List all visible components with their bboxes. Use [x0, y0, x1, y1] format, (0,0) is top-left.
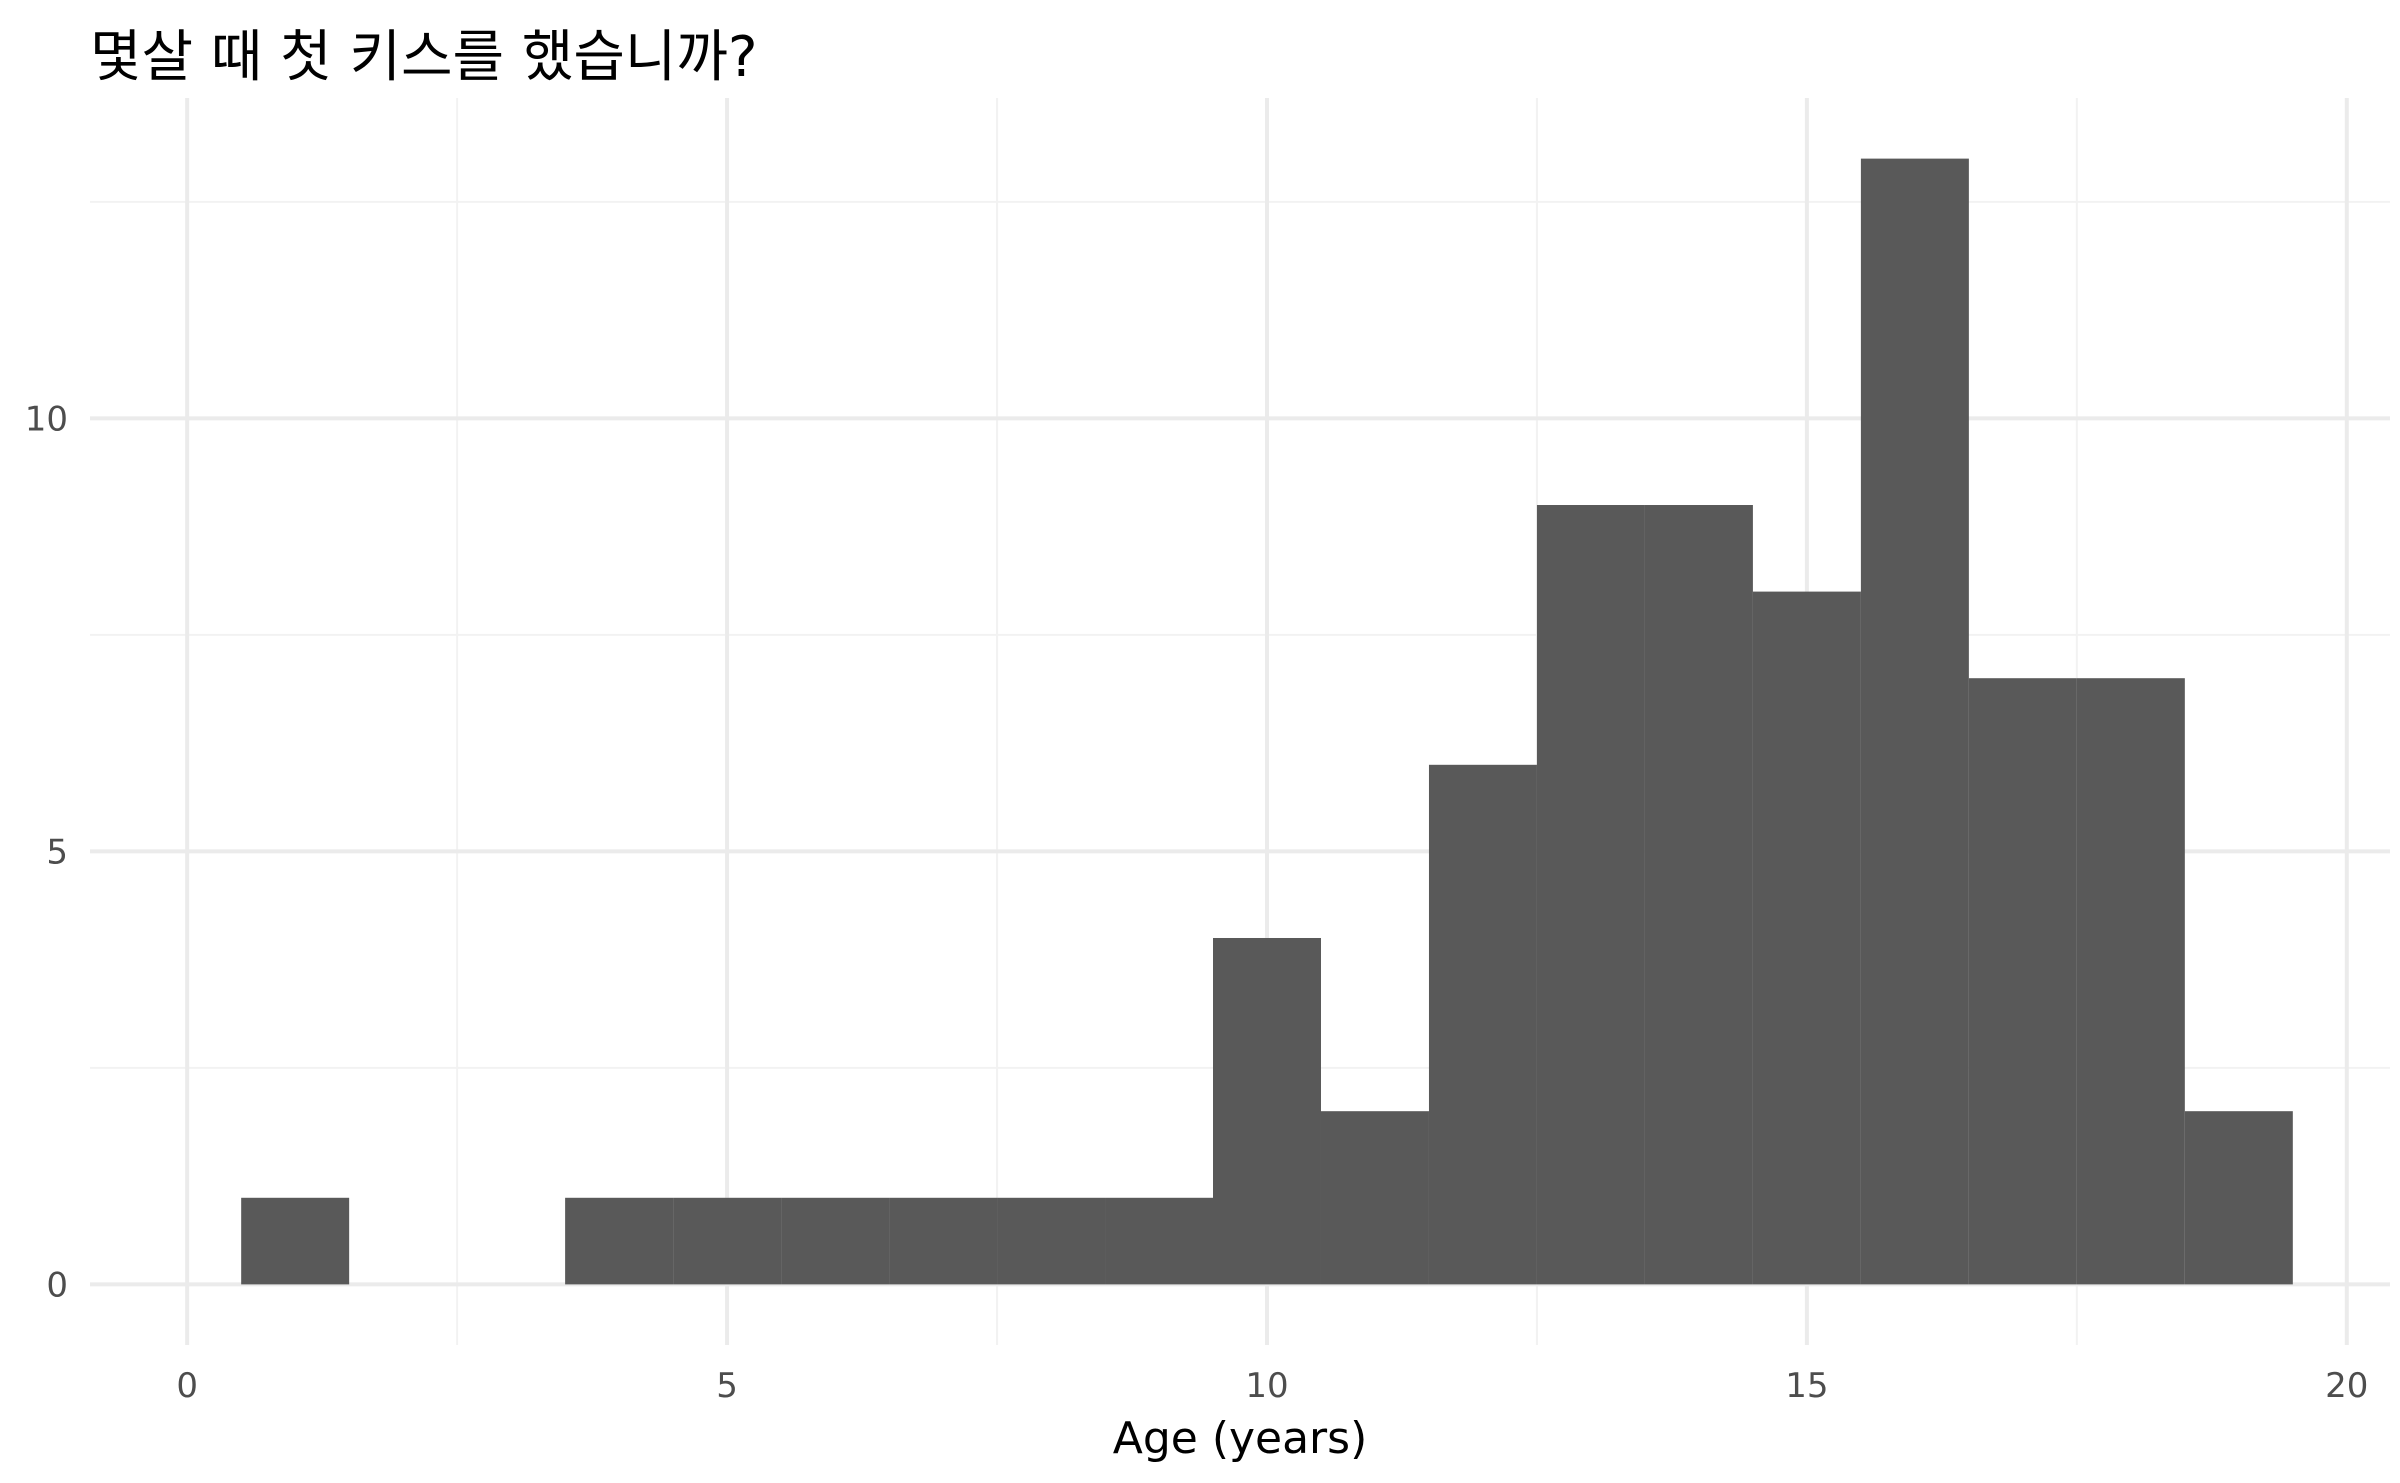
histogram-bar	[889, 1197, 998, 1285]
histogram-bar	[1213, 937, 1321, 1285]
histogram-bar	[1644, 505, 1753, 1285]
y-axis-tick-labels: 0 5 10	[25, 399, 68, 1305]
x-tick-label: 0	[176, 1366, 198, 1406]
y-tick-label: 5	[46, 832, 68, 872]
histogram-bar	[1860, 158, 1969, 1285]
x-tick-label: 10	[1245, 1366, 1288, 1406]
histogram-bar	[2184, 1111, 2293, 1285]
x-axis-title: Age (years)	[1113, 1413, 1368, 1464]
x-axis-tick-labels: 0 5 10 15 20	[176, 1366, 2368, 1406]
histogram-bar	[1968, 678, 2077, 1285]
histogram-bar	[997, 1197, 1106, 1285]
y-tick-label: 10	[25, 399, 68, 439]
histogram-bar	[1536, 505, 1645, 1285]
x-tick-label: 5	[716, 1366, 738, 1406]
y-tick-label: 0	[46, 1265, 68, 1305]
histogram-bar	[1105, 1197, 1214, 1285]
x-tick-label: 20	[2325, 1366, 2368, 1406]
histogram-bar	[673, 1197, 782, 1285]
histogram-bar	[565, 1197, 674, 1285]
chart-title: 몇살 때 첫 키스를 했습니까?	[90, 25, 758, 90]
x-tick-label: 15	[1785, 1366, 1828, 1406]
histogram-bar	[241, 1197, 350, 1285]
histogram-bars	[241, 158, 2293, 1285]
histogram-bar	[781, 1197, 890, 1285]
histogram-bar	[1320, 1111, 1429, 1285]
histogram-bar	[2076, 678, 2185, 1285]
histogram-bar	[1428, 764, 1537, 1285]
histogram-bar	[1752, 591, 1861, 1285]
